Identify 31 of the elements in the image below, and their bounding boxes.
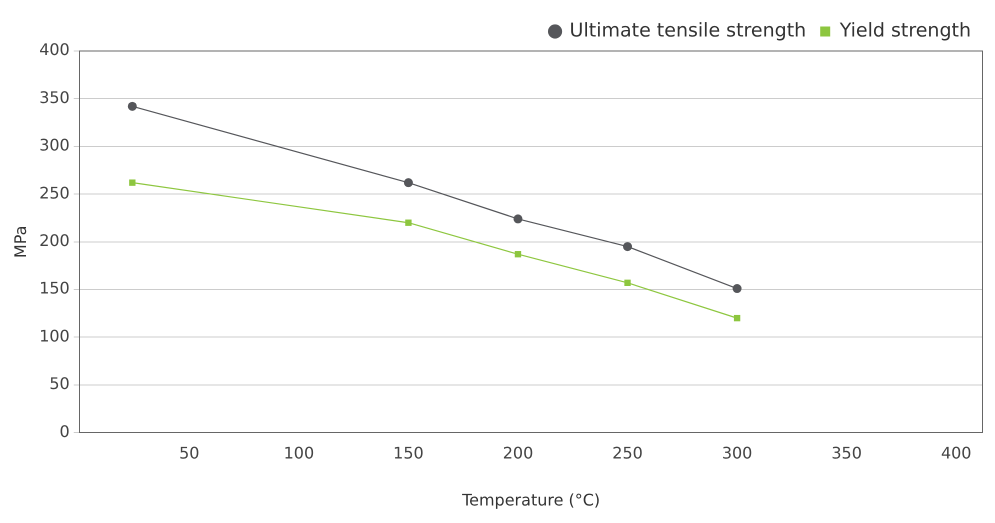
point	[513, 214, 522, 224]
y-tick-label: 150	[39, 278, 70, 298]
point	[624, 280, 631, 286]
y-tick-label: 400	[39, 40, 70, 60]
y-tick-label: 50	[49, 374, 70, 394]
y-axis-title: MPa	[10, 226, 30, 258]
y-tick-label: 350	[39, 88, 70, 107]
x-tick-label: 350	[831, 443, 862, 462]
x-tick-label: 250	[612, 443, 643, 462]
point	[623, 242, 632, 252]
x-tick-label: 200	[502, 443, 534, 462]
x-tick-label: 400	[940, 443, 972, 462]
x-tick-label: 300	[722, 443, 752, 462]
point	[404, 178, 413, 188]
point	[405, 220, 412, 226]
point	[128, 102, 137, 111]
y-tick-label: 250	[39, 183, 70, 202]
point	[129, 179, 136, 186]
legend-label: Yield strength	[838, 19, 972, 42]
x-tick-label: 100	[284, 443, 314, 462]
point	[734, 314, 740, 322]
x-axis-title: Temperature (°C)	[461, 490, 600, 510]
point	[732, 284, 742, 294]
y-tick-label: 300	[39, 136, 70, 155]
y-tick-label: 200	[39, 230, 70, 250]
point	[514, 251, 522, 258]
legend-label: Ultimate tensile strength	[570, 19, 806, 42]
x-tick-label: 150	[393, 443, 424, 462]
x-tick-label: 50	[179, 443, 200, 462]
y-tick-label: 0	[60, 422, 70, 441]
y-tick-label: 100	[39, 326, 70, 346]
